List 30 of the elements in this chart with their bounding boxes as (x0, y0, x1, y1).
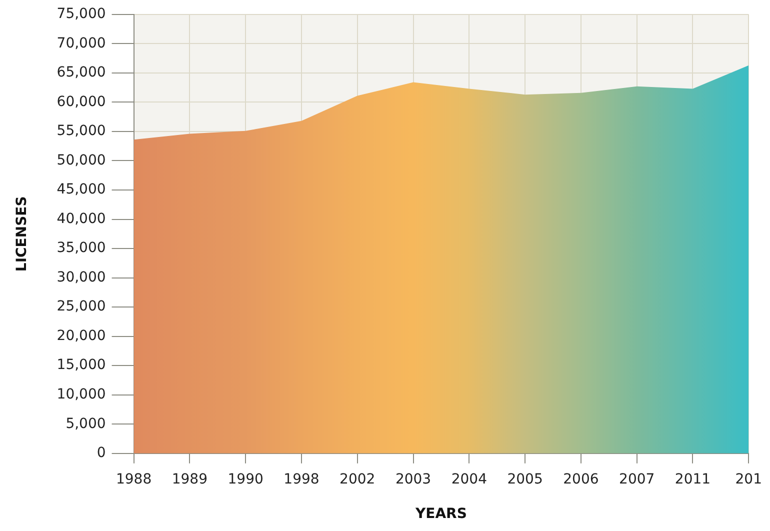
x-tick-label: 1998 (284, 471, 320, 488)
x-tick-label: 2004 (451, 471, 488, 488)
x-tick-label: 2007 (619, 471, 655, 488)
y-tick-label: 15,000 (56, 357, 106, 374)
y-tick-label: 75,000 (56, 6, 106, 22)
x-tick-label: 1990 (228, 471, 264, 488)
y-tick-label: 35,000 (56, 240, 106, 256)
x-tick-label: 2005 (507, 471, 543, 488)
y-tick-label: 50,000 (56, 152, 106, 168)
x-tick-label: 2006 (563, 471, 599, 488)
y-tick-label: 70,000 (56, 35, 106, 52)
y-axis-title: LICENSES (14, 196, 30, 272)
x-tick-label: 2002 (340, 471, 376, 488)
x-tick-label: 1988 (116, 471, 152, 488)
y-tick-label: 5,000 (66, 416, 106, 432)
y-tick-label: 30,000 (56, 269, 106, 286)
x-tick-label: 2011 (674, 471, 711, 488)
y-tick-label: 10,000 (56, 386, 106, 403)
y-tick-label: 40,000 (56, 210, 106, 227)
x-tick-label: 1989 (172, 471, 208, 488)
y-tick-label: 45,000 (56, 182, 106, 198)
y-tick-label: 25,000 (56, 298, 106, 315)
x-tick-label: 201 (735, 471, 762, 488)
y-tick-label: 20,000 (56, 328, 106, 344)
y-tick-label: 0 (96, 445, 106, 462)
y-tick-label: 55,000 (56, 123, 106, 140)
x-tick-label: 2003 (395, 471, 432, 488)
y-tick-label: 60,000 (56, 94, 106, 110)
y-tick-label: 65,000 (56, 64, 106, 81)
x-axis-title: YEARS (414, 506, 467, 522)
